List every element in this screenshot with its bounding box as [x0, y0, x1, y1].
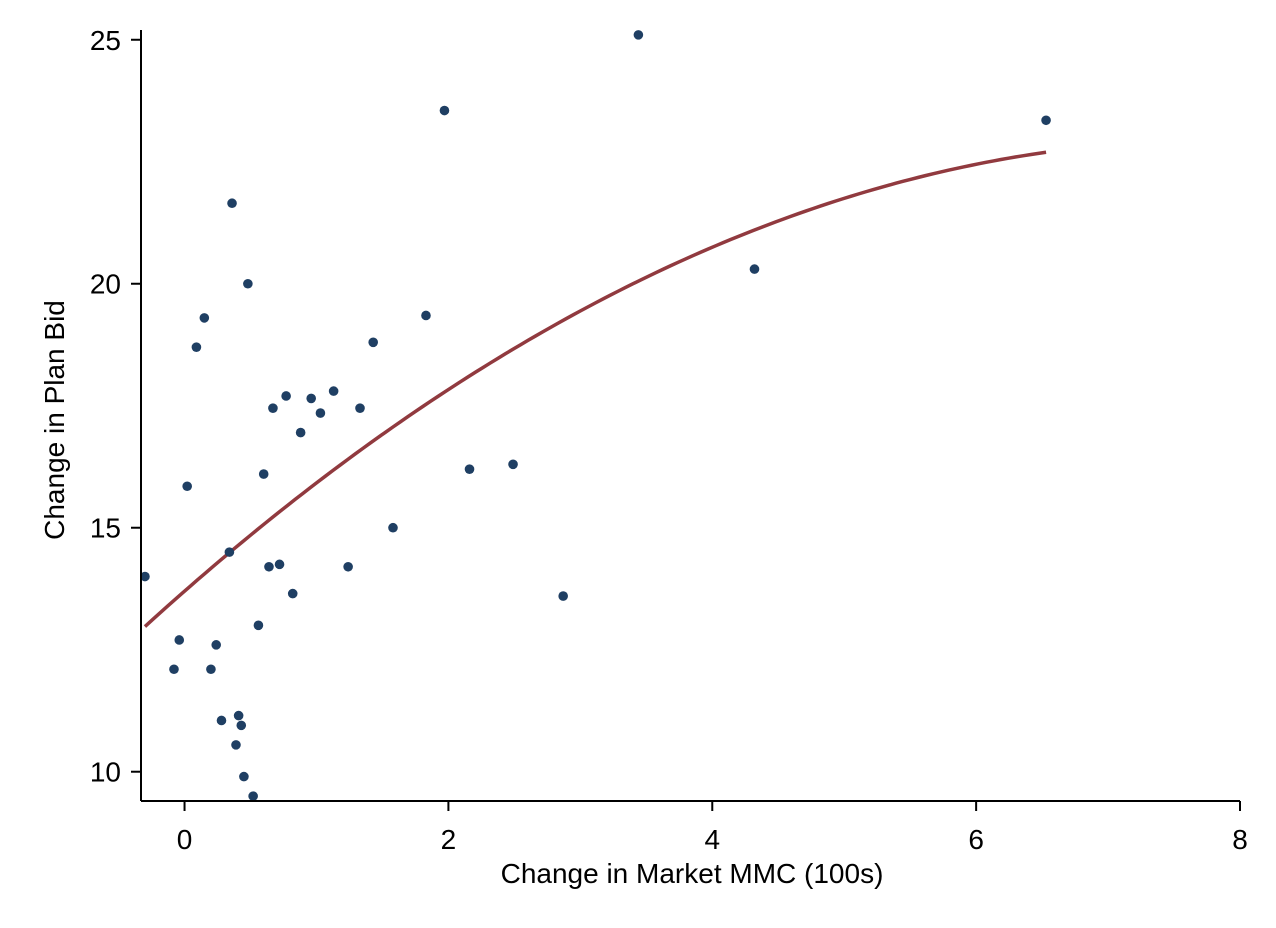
- data-point: [315, 408, 326, 418]
- data-point: [169, 664, 179, 675]
- y-axis-title: Change in Plan Bid: [39, 300, 70, 540]
- data-point: [295, 427, 306, 438]
- data-point: [287, 588, 298, 599]
- data-point: [231, 740, 241, 750]
- data-point: [268, 403, 278, 413]
- data-point: [281, 391, 291, 401]
- data-point: [264, 561, 274, 572]
- data-point: [140, 571, 150, 582]
- data-point: [236, 720, 247, 731]
- data-point: [355, 403, 365, 413]
- y-tick-label: 15: [90, 513, 121, 544]
- data-point: [211, 640, 222, 650]
- data-point: [224, 547, 235, 557]
- data-point: [558, 591, 568, 601]
- x-tick-label: 2: [441, 824, 457, 855]
- data-point: [749, 264, 760, 274]
- data-point: [306, 393, 316, 404]
- data-point: [248, 791, 258, 801]
- data-point: [227, 198, 237, 209]
- data-point: [191, 342, 202, 352]
- data-point: [233, 710, 244, 721]
- data-point: [439, 105, 450, 116]
- data-point: [174, 635, 185, 645]
- x-axis-title: Change in Market MMC (100s): [501, 858, 884, 889]
- data-point: [343, 561, 353, 572]
- data-point: [258, 469, 269, 479]
- points-layer: [140, 30, 1051, 801]
- data-point: [508, 459, 518, 470]
- y-tick-label: 25: [90, 25, 121, 56]
- data-point: [216, 715, 227, 726]
- data-point: [368, 337, 379, 348]
- x-ticks: 0 2 4 6 8: [177, 801, 1248, 855]
- data-point: [388, 522, 398, 533]
- axes: [140, 30, 1240, 802]
- data-point: [253, 620, 264, 631]
- x-tick-label: 4: [704, 824, 720, 855]
- data-point: [464, 464, 475, 474]
- data-point: [239, 771, 249, 782]
- data-point: [328, 386, 339, 396]
- data-point: [182, 481, 192, 492]
- data-point: [243, 278, 253, 289]
- x-tick-label: 8: [1232, 824, 1248, 855]
- data-point: [199, 313, 210, 323]
- fit-line-layer: [143, 150, 1047, 628]
- data-point: [206, 664, 216, 675]
- data-point: [633, 30, 644, 40]
- data-point: [274, 559, 285, 570]
- y-ticks: 10 15 20 25: [90, 25, 141, 788]
- y-tick-label: 10: [90, 757, 121, 788]
- fit-line: [143, 150, 1047, 628]
- data-point: [1041, 115, 1051, 126]
- x-tick-label: 0: [177, 824, 193, 855]
- x-tick-label: 6: [968, 824, 984, 855]
- data-point: [421, 310, 431, 321]
- y-tick-label: 20: [90, 269, 121, 300]
